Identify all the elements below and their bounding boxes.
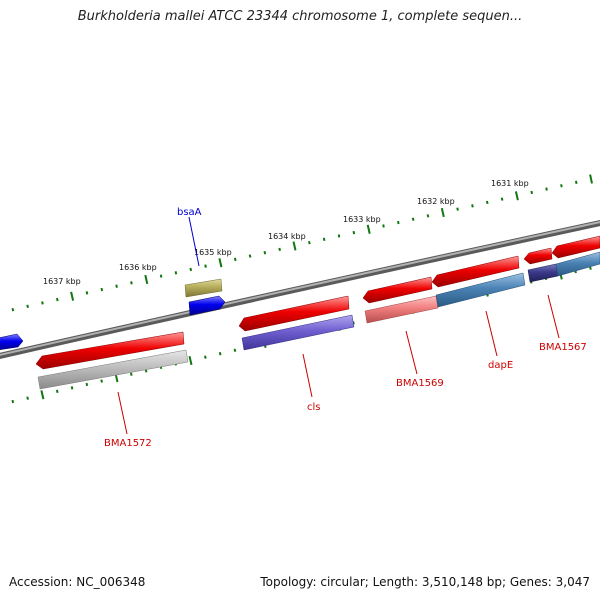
inner-scale-minor-tick [100,379,103,383]
outer-scale-major-tick [70,291,75,301]
tick-label-1632: 1632 kbp [417,197,455,206]
gene-bma1567[interactable] [523,247,553,265]
gene-label-bsaa[interactable]: bsaA [177,207,202,218]
outer-scale-major-tick [218,258,223,268]
outer-scale-minor-tick [545,187,548,191]
gene-label-dape[interactable]: dapE [488,360,513,371]
gene-blue-small[interactable] [188,295,226,316]
outer-scale-minor-tick [26,304,29,309]
tick-label-1634: 1634 kbp [268,232,306,241]
outer-scale-minor-tick [278,247,281,252]
outer-scale-minor-tick [85,291,89,295]
outer-scale-minor-tick [41,301,44,305]
inner-scale-major-tick [40,390,45,400]
inner-scale-minor-tick [85,382,89,387]
gene-cls[interactable] [238,295,350,332]
tick-label-1636: 1636 kbp [119,263,157,272]
outer-scale-minor-tick [11,307,15,312]
tick-label-1631: 1631 kbp [491,179,529,188]
outer-scale-minor-tick [263,250,267,255]
feature-steel [435,272,526,308]
inner-scale-minor-tick [130,372,133,376]
outer-scale-minor-tick [411,217,415,221]
gene-label-cls[interactable]: cls [307,402,321,413]
outer-scale-minor-tick [574,180,578,185]
inner-scale-minor-tick [589,266,592,270]
leader-dape [485,310,498,357]
leader-cls [302,353,313,398]
feature-steel-right [555,251,600,277]
gene-bma1572[interactable] [35,331,185,370]
outer-scale-minor-tick [248,254,252,258]
outer-scale-major-tick [292,241,297,251]
map-title: Burkholderia mallei ATCC 23344 chromosom… [77,9,523,24]
outer-scale-minor-tick [100,287,104,292]
leader-bsaa [188,216,200,267]
outer-scale-minor-tick [352,230,356,235]
tick-label-1635: 1635 kbp [194,248,232,257]
gene-bma1569[interactable] [362,276,433,304]
gene-label-bma1572[interactable]: BMA1572 [104,438,152,449]
inner-scale-major-tick [188,355,193,366]
inner-scale-minor-tick [204,355,207,359]
outer-scale-track [11,174,593,312]
feature-navy [527,263,559,283]
outer-scale-minor-tick [485,200,489,205]
inner-scale-minor-tick [233,348,237,352]
outer-scale-minor-tick [426,214,430,218]
outer-scale-minor-tick [530,190,534,195]
outer-scale-minor-tick [130,281,133,285]
outer-scale-minor-tick [456,207,459,211]
outer-scale-major-tick [366,224,371,234]
gene-dape[interactable] [431,255,520,288]
outer-scale-minor-tick [159,274,163,278]
gene-blue-left-edge[interactable] [0,333,24,350]
inner-scale-minor-tick [218,351,222,356]
outer-scale-minor-tick [204,264,207,268]
outer-scale-minor-tick [189,267,193,272]
inner-scale-minor-tick [11,399,15,404]
outer-scale-minor-tick [560,184,563,188]
outer-scale-minor-tick [115,284,118,288]
tick-label-1637: 1637 kbp [43,277,81,286]
outer-scale-minor-tick [322,237,326,242]
feature-purple [241,314,355,351]
outer-scale-minor-tick [308,240,311,245]
outer-scale-major-tick [440,207,445,218]
gene-label-bma1567[interactable]: BMA1567 [539,342,587,353]
outer-scale-minor-tick [337,234,341,238]
outer-scale-major-tick [589,174,593,184]
outer-scale-minor-tick [174,271,178,275]
accession-text: Accession: NC_006348 [9,575,146,589]
leader-bma1569 [405,330,418,375]
gene-next-forward[interactable] [551,235,600,259]
chromosome-backbone-highlight [0,221,600,356]
inner-scale-minor-tick [55,389,59,394]
outer-scale-minor-tick [382,224,385,228]
outer-scale-minor-tick [500,197,504,201]
leader-bma1567 [547,294,560,339]
inner-scale-minor-tick [70,386,74,390]
gene-label-bma1569[interactable]: BMA1569 [396,378,444,389]
tick-label-1633: 1633 kbp [343,215,381,224]
feature-pink [364,295,439,324]
gene-bsaa[interactable] [184,278,223,298]
outer-scale-minor-tick [471,204,474,208]
outer-scale-major-tick [144,274,149,285]
outer-scale-minor-tick [56,297,59,302]
feature-gray [37,349,189,390]
outer-scale-major-tick [514,191,519,201]
outer-scale-minor-tick [397,220,400,225]
leader-bma1572 [117,391,128,435]
inner-scale-minor-tick [26,396,29,400]
topology-text: Topology: circular; Length: 3,510,148 bp… [260,575,590,589]
outer-scale-minor-tick [233,257,237,262]
